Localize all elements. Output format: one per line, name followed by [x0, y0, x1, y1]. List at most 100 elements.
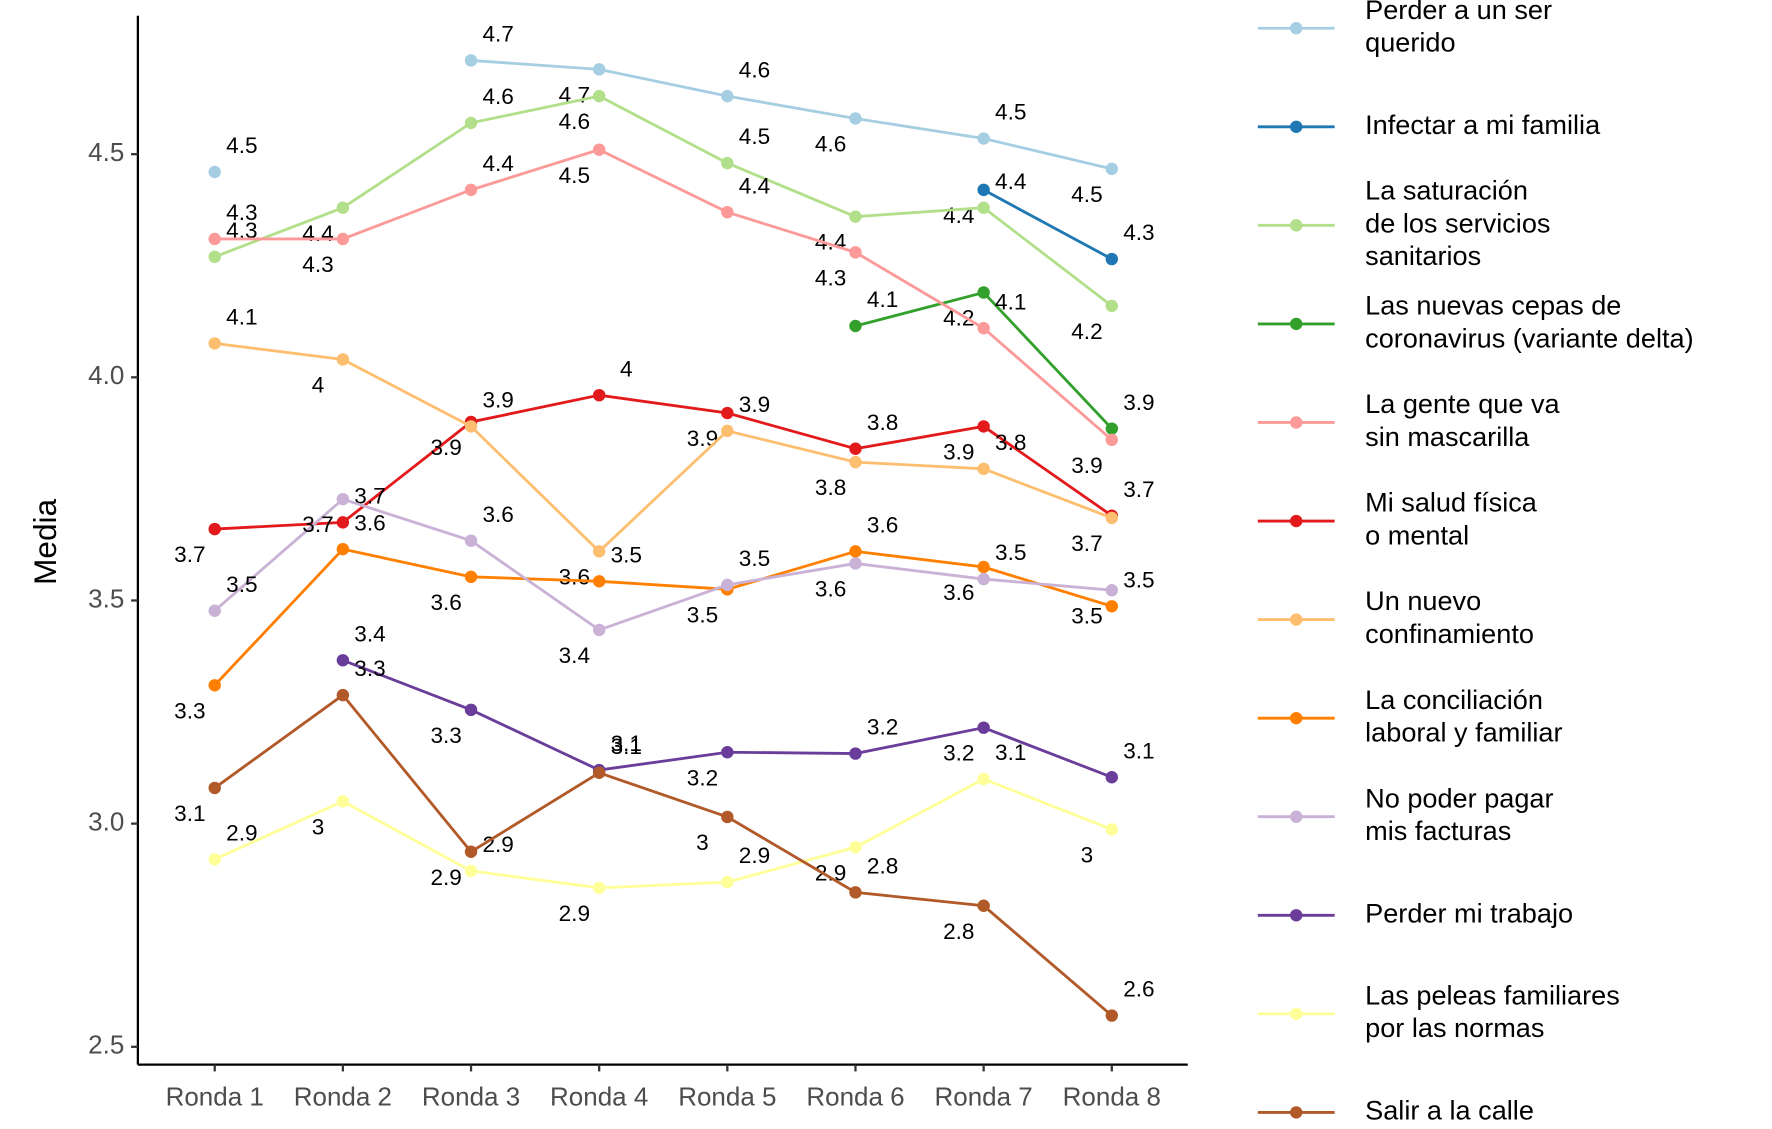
- point: [849, 246, 862, 259]
- point: [464, 864, 478, 878]
- value-label: 3.2: [943, 741, 974, 766]
- legend-swatch-point: [1290, 120, 1303, 133]
- point: [208, 679, 221, 692]
- value-label: 4.3: [226, 200, 257, 225]
- value-label: 3.6: [867, 513, 898, 538]
- value-label: 4.4: [302, 221, 333, 246]
- legend-label: No poder pagar mis facturas: [1365, 783, 1553, 847]
- value-label: 3: [312, 814, 325, 839]
- point: [721, 746, 734, 759]
- point: [592, 545, 606, 558]
- value-label: 2.9: [559, 901, 590, 926]
- value-label: 3.2: [687, 765, 718, 790]
- legend-label: La saturación de los servicios sanitarios: [1365, 175, 1550, 271]
- point: [464, 54, 478, 67]
- value-label: 4.4: [739, 173, 770, 198]
- point: [977, 462, 990, 476]
- value-label: 3.7: [302, 512, 333, 537]
- x-tick-label: Ronda 2: [294, 1081, 392, 1111]
- point: [336, 542, 350, 556]
- series-line: [855, 290, 1113, 430]
- value-label: 3.7: [1123, 477, 1154, 502]
- value-label: 3: [1081, 843, 1094, 868]
- value-label: 3.6: [482, 502, 513, 527]
- series-line: [213, 547, 1113, 687]
- value-label: 4.5: [995, 100, 1026, 125]
- legend-label: Perder a un ser querido: [1365, 0, 1552, 58]
- point: [336, 516, 350, 529]
- point: [849, 442, 862, 455]
- value-label: 3.9: [482, 388, 513, 413]
- point: [977, 899, 990, 912]
- point: [1105, 584, 1119, 597]
- value-label: 2.9: [430, 865, 461, 890]
- y-tick-label: 4.0: [88, 360, 124, 390]
- legend-label: Infectar a mi familia: [1365, 109, 1601, 140]
- series-line: [214, 342, 1113, 554]
- value-label: 3.6: [354, 510, 385, 535]
- legend-label: La gente que va sin mascarilla: [1365, 388, 1560, 452]
- point: [1105, 511, 1119, 525]
- point: [464, 703, 478, 717]
- value-label: 3.7: [174, 542, 205, 567]
- value-label: 3.4: [354, 621, 385, 646]
- legend-swatch-point: [1290, 1106, 1303, 1119]
- point: [977, 420, 990, 433]
- point: [849, 112, 862, 125]
- point: [1105, 299, 1119, 313]
- point: [1105, 433, 1119, 447]
- point: [592, 63, 606, 76]
- point: [592, 623, 606, 637]
- point: [208, 522, 221, 536]
- point: [464, 183, 478, 197]
- point: [849, 747, 862, 760]
- point: [1105, 771, 1119, 784]
- value-label: 3.1: [611, 734, 642, 759]
- value-label: 4.4: [482, 151, 513, 176]
- y-tick-label: 3.5: [88, 583, 124, 613]
- point: [721, 89, 734, 103]
- point: [977, 721, 990, 734]
- value-label: 2.9: [739, 843, 770, 868]
- series-line: [214, 94, 1113, 308]
- value-label: 3.5: [995, 540, 1026, 565]
- point: [721, 406, 734, 420]
- value-label: 3.9: [1071, 453, 1102, 478]
- point: [336, 353, 350, 366]
- value-label: 4.6: [815, 132, 846, 157]
- value-label: 4.7: [482, 22, 513, 47]
- point: [977, 572, 990, 586]
- value-label: 4.6: [482, 84, 513, 109]
- legend-swatch-point: [1290, 219, 1303, 232]
- point: [849, 886, 862, 899]
- series-line: [213, 497, 1112, 632]
- value-label: 3.1: [611, 731, 642, 756]
- legend-label: Perder mi trabajo: [1365, 897, 1573, 928]
- point: [849, 557, 862, 570]
- legend-swatch-point: [1290, 1007, 1303, 1021]
- legend-label: Un nuevo confinamiento: [1365, 585, 1534, 649]
- legend-label: Las peleas familiares por las normas: [1365, 980, 1620, 1044]
- x-tick-label: Ronda 4: [550, 1081, 648, 1111]
- value-label: 3.5: [611, 542, 642, 567]
- y-tick-label: 2.5: [88, 1030, 124, 1060]
- value-label: 4.6: [739, 57, 770, 82]
- value-label: 3.5: [687, 602, 718, 627]
- point: [464, 116, 478, 130]
- point: [592, 89, 606, 103]
- point: [977, 132, 990, 145]
- value-label: 3.5: [226, 572, 257, 597]
- legend-swatch-point: [1290, 416, 1303, 429]
- series-line: [213, 693, 1113, 1017]
- series-line: [470, 59, 1113, 171]
- point: [977, 322, 990, 335]
- point: [336, 232, 350, 246]
- point: [336, 654, 350, 667]
- value-label: 4.3: [302, 252, 333, 277]
- point: [208, 604, 221, 617]
- point: [977, 560, 990, 574]
- value-label: 4.5: [1071, 182, 1102, 207]
- value-label: 3.6: [815, 577, 846, 602]
- point: [336, 688, 350, 702]
- point: [592, 143, 606, 156]
